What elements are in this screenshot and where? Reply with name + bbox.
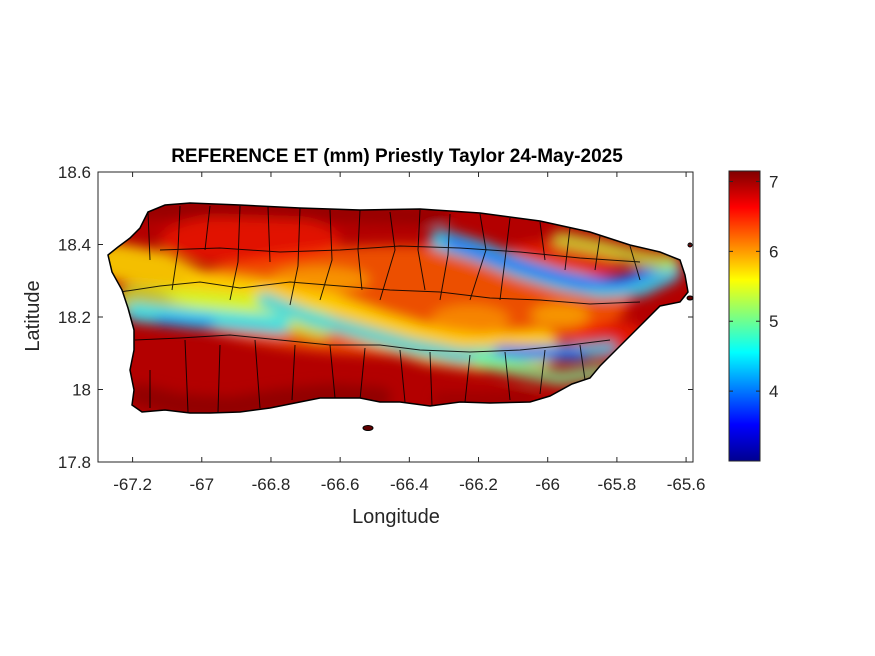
boundary-line [171,205,181,291]
et-band [155,315,215,327]
colorbar-ticks: 7 6 5 4 [729,172,778,401]
municipal-boundaries [119,205,641,413]
boundary-line [134,334,611,353]
et-band [495,345,585,361]
x-tick-label: -66.6 [321,475,360,494]
boundary-line [417,209,426,291]
et-blob [530,303,590,327]
x-tick-label: -66.2 [459,475,498,494]
et-band [125,302,290,335]
et-blob [430,304,510,336]
y-tick-label: 18 [72,381,91,400]
boundary-line [159,245,641,263]
y-axis-label: Latitude [22,280,44,351]
boundary-line [147,211,151,261]
y-tick-label: 18.4 [58,236,91,255]
x-tick-label: -66.8 [252,475,291,494]
boundary-line [439,213,451,301]
boundary-line [594,235,601,271]
y-tick-label: 17.8 [58,453,91,472]
et-band [129,384,391,413]
x-tick-label: -67.2 [113,475,152,494]
boundary-line [289,207,301,306]
x-tick-label: -65.6 [667,475,706,494]
y-tick-label: 18.2 [58,308,91,327]
colorbar-tick-label: 7 [769,172,778,191]
boundary-line [539,221,546,261]
et-raster [108,203,688,413]
boundary-line [499,217,511,301]
et-blob [160,215,340,265]
boundary-line [429,351,433,407]
boundary-line [254,339,261,409]
boundary-line [629,245,641,281]
colorbar-tick-label: 4 [769,382,778,401]
colorbar-tick-label: 6 [769,242,778,261]
boundary-line [357,209,363,291]
boundary-line [464,354,471,403]
boundary-line [399,349,406,403]
et-blob [270,266,370,294]
boundary-line [504,351,511,401]
x-tick-label: -67 [189,475,214,494]
boundary-line [579,344,586,381]
y-tick-label: 18.6 [58,163,91,182]
et-band [433,391,537,407]
boundary-line [319,209,333,301]
boundary-line [267,206,271,263]
boundary-line [184,339,189,413]
boundary-line [217,344,221,413]
boundary-line [539,349,546,395]
east-cay [686,295,694,301]
boundary-line [329,344,336,399]
boundary-line [564,227,571,271]
colorbar-tick-label: 5 [769,312,778,331]
x-tick-label: -65.8 [598,475,637,494]
caja-de-muertos-island [362,425,374,431]
colorbar [728,170,761,462]
figure-title: REFERENCE ET (mm) Priestly Taylor 24-May… [171,146,623,167]
boundary-line [379,211,396,301]
boundary-line [204,205,211,251]
boundary-line [291,344,296,401]
boundary-line [119,281,641,305]
x-axis-label: Longitude [352,506,440,528]
et-band [445,237,655,287]
x-tick-label: -66 [535,475,560,494]
axis-ticks: -67.2 -67 -66.8 -66.6 -66.4 -66.2 -66 -65.8 -65.… [58,163,706,494]
map-layer [107,202,694,431]
et-band [472,352,608,386]
et-band [551,231,679,271]
boundary-line [359,347,366,401]
x-tick-label: -66.4 [390,475,429,494]
